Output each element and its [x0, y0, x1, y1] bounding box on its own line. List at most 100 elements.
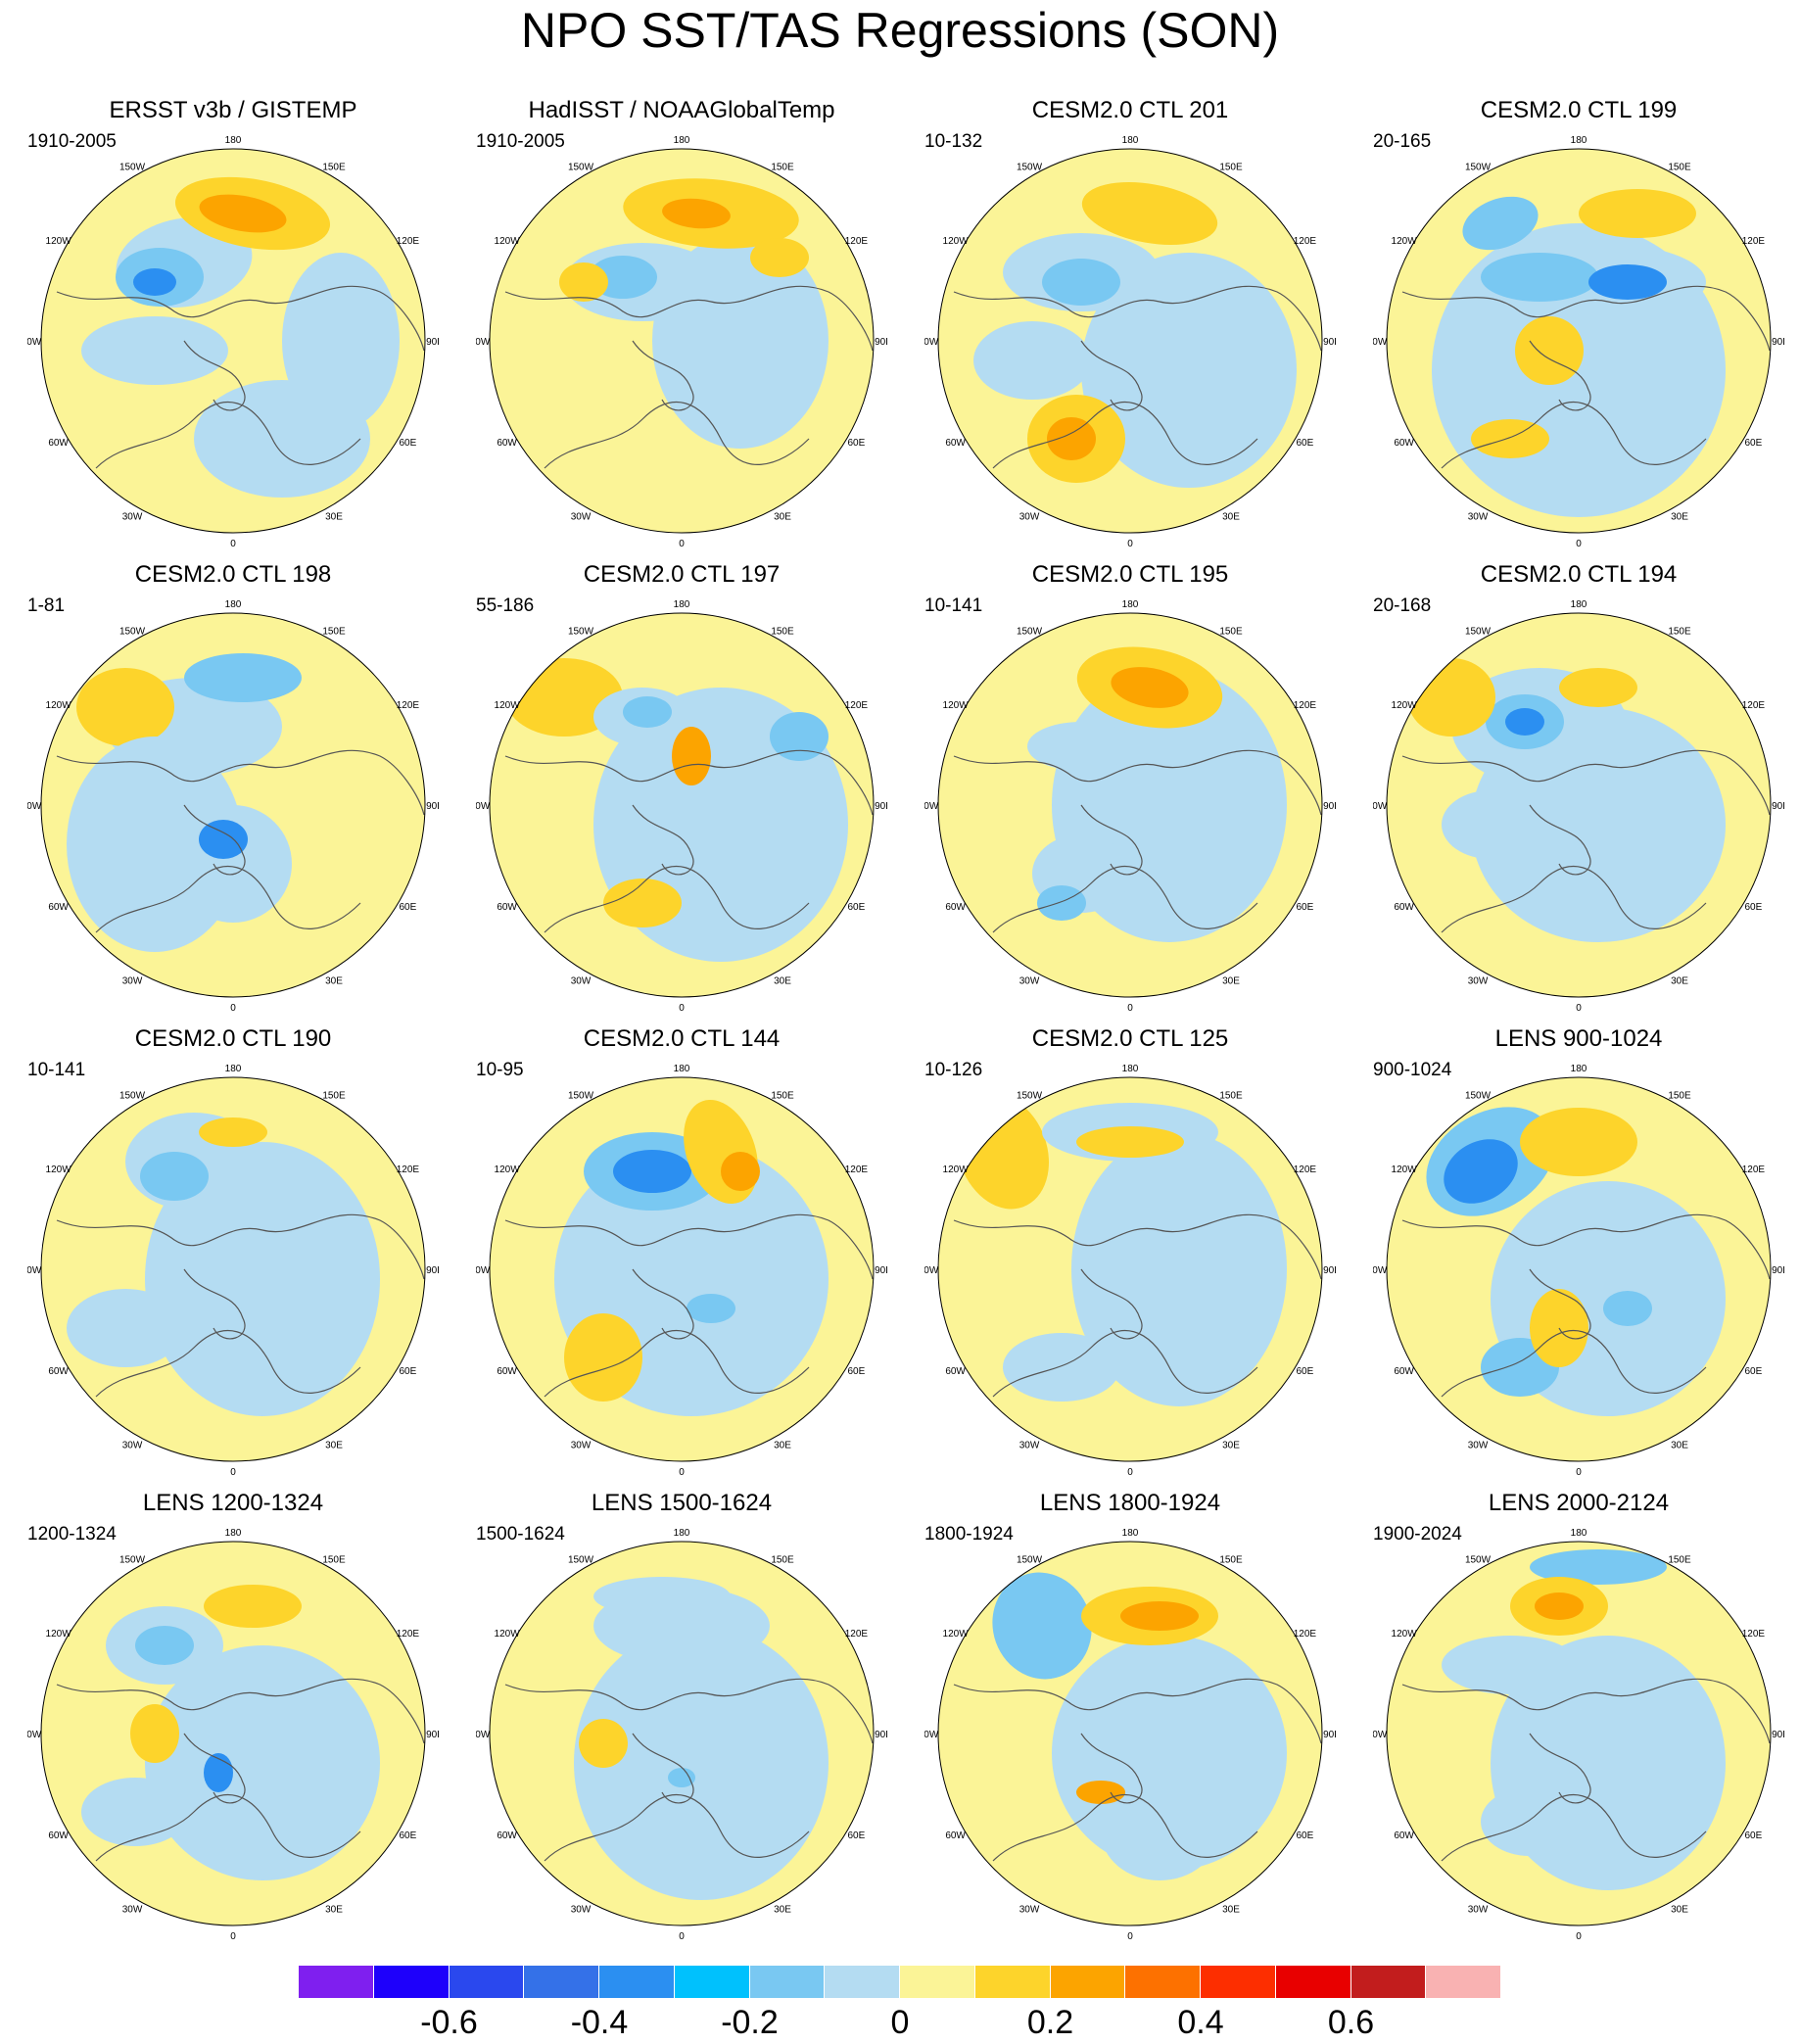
longitude-label: 0: [679, 1003, 685, 1011]
longitude-label: 180: [1571, 599, 1587, 610]
panel-title: CESM2.0 CTL 198: [134, 561, 332, 588]
longitude-label: 180: [1122, 599, 1139, 610]
map-boundary: [937, 1076, 1323, 1462]
longitude-label: 60E: [1745, 1830, 1763, 1841]
longitude-label: 150E: [322, 1091, 346, 1102]
coastline: [504, 285, 874, 469]
longitude-label: 120W: [1392, 700, 1418, 711]
anomaly-region: [623, 696, 672, 728]
anomaly-region: [67, 1289, 184, 1367]
anomaly-region: [1120, 1601, 1199, 1631]
anomaly-region: [613, 1150, 691, 1193]
longitude-label: 120E: [845, 700, 869, 711]
longitude-label: 60W: [1394, 902, 1414, 913]
longitude-label: 90W: [1373, 337, 1388, 348]
panel-title: CESM2.0 CTL 201: [1031, 97, 1229, 123]
longitude-label: 90E: [1772, 337, 1784, 348]
polar-map: 180 150E 120E 90E 60E 30E 0 30W 60W 90W 120W 150W: [1373, 135, 1784, 547]
anomaly-region: [559, 262, 608, 302]
anomaly-region: [579, 1719, 628, 1768]
panel-period: 10-141: [924, 595, 983, 616]
longitude-label: 60W: [48, 1830, 69, 1841]
longitude-label: 150E: [1668, 627, 1691, 638]
colorbar-swatch: [599, 1966, 675, 1998]
longitude-label: 0: [1576, 1467, 1582, 1475]
longitude-label: 60E: [1297, 1366, 1314, 1377]
longitude-label: 60E: [1297, 438, 1314, 449]
longitude-label: 0: [1127, 1931, 1133, 1939]
map-boundary: [489, 1541, 875, 1926]
coastline: [953, 285, 1322, 469]
colorbar-swatch: [373, 1966, 450, 1998]
colorbar-swatch: [900, 1966, 975, 1998]
longitude-label: 30E: [774, 1440, 791, 1450]
longitude-label: 90W: [476, 1265, 491, 1276]
anomaly-region: [1588, 264, 1667, 300]
colorbar-swatch: [974, 1966, 1051, 1998]
longitude-label: 0: [1576, 1003, 1582, 1011]
map-boundary: [1386, 1076, 1772, 1462]
longitude-label: 30E: [774, 1904, 791, 1915]
anomaly-region: [1462, 196, 1539, 251]
longitude-label: 150E: [771, 1555, 794, 1566]
panel: LENS 900-1024 900-1024 180 150E 120E 90E 60E 30…: [1373, 1024, 1784, 1475]
longitude-label: 180: [674, 135, 690, 146]
anomaly-region: [130, 1704, 179, 1763]
anomaly-region: [135, 1626, 194, 1665]
polar-map: 180 150E 120E 90E 60E 30E 0 30W 60W 90W 120W 150W: [27, 1064, 439, 1475]
map-boundary: [1386, 1541, 1772, 1926]
longitude-label: 90W: [27, 1730, 42, 1740]
longitude-label: 60E: [1745, 1366, 1763, 1377]
panel-period: 1-81: [27, 595, 66, 616]
longitude-label: 60W: [1394, 1366, 1414, 1377]
longitude-label: 60E: [400, 438, 417, 449]
anomaly-region: [81, 316, 228, 385]
anomaly-region: [204, 1585, 302, 1628]
anomaly-region: [199, 820, 248, 859]
panel: ERSST v3b / GISTEMP 1910-2005 180 150E 120E 9…: [27, 96, 439, 547]
longitude-label: 120E: [845, 1165, 869, 1175]
longitude-label: 0: [230, 1467, 236, 1475]
longitude-label: 150E: [322, 1555, 346, 1566]
panel: CESM2.0 CTL 197 55-186 180 150E 120E 90E 60E 30…: [476, 560, 887, 1011]
colorbar-swatch: [1201, 1966, 1276, 1998]
longitude-label: 120E: [1742, 700, 1766, 711]
polar-map: 180 150E 120E 90E 60E 30E 0 30W 60W 90W 120W 150W: [924, 135, 1336, 547]
longitude-label: 150E: [322, 627, 346, 638]
map-boundary: [1386, 612, 1772, 998]
panel: CESM2.0 CTL 198 1-81 180 150E 120E 90E 60E 30E 0…: [27, 560, 439, 1011]
longitude-label: 30W: [571, 1904, 592, 1915]
panel-period: 10-95: [476, 1060, 524, 1080]
colorbar-swatch: [1125, 1966, 1201, 1998]
colorbar-swatch: [524, 1966, 599, 1998]
colorbar-label: 0: [890, 2004, 910, 2041]
longitude-label: 0: [1576, 1931, 1582, 1939]
longitude-label: 120W: [46, 700, 72, 711]
colorbar-label: 0.2: [1026, 2004, 1074, 2041]
longitude-label: 150E: [1219, 163, 1243, 173]
longitude-label: 30E: [1671, 975, 1688, 986]
polar-map: 180 150E 120E 90E 60E 30E 0 30W 60W 90W 120W 150W: [924, 1528, 1336, 1939]
longitude-label: 120E: [845, 1629, 869, 1640]
longitude-label: 120E: [1294, 1629, 1317, 1640]
longitude-label: 120E: [397, 700, 420, 711]
map-boundary: [489, 1076, 875, 1462]
anomaly-region: [1471, 419, 1549, 458]
longitude-label: 150W: [1017, 1091, 1043, 1102]
anomaly-region: [194, 1264, 253, 1313]
polar-map: 180 150E 120E 90E 60E 30E 0 30W 60W 90W 120W 150W: [1373, 1528, 1784, 1939]
panel-period: 1910-2005: [27, 131, 117, 152]
anomaly-region: [1515, 316, 1584, 385]
anomaly-region: [672, 727, 711, 785]
map-boundary: [937, 148, 1323, 534]
anomaly-region: [1481, 253, 1598, 302]
longitude-label: 180: [225, 1064, 242, 1074]
longitude-label: 90W: [924, 801, 939, 812]
panel-title: LENS 1200-1324: [142, 1490, 324, 1516]
coastline: [953, 1678, 1322, 1862]
longitude-label: 90W: [476, 801, 491, 812]
polar-map: 180 150E 120E 90E 60E 30E 0 30W 60W 90W 120W 150W: [476, 1064, 887, 1475]
longitude-label: 0: [1127, 539, 1133, 547]
anomaly-region: [199, 194, 287, 233]
longitude-label: 0: [679, 1467, 685, 1475]
